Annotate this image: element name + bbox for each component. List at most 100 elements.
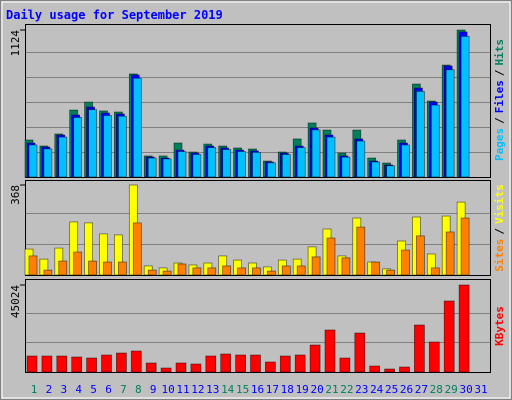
bar <box>162 270 172 276</box>
x-tick-label: 7 <box>120 383 127 396</box>
bar <box>428 341 440 373</box>
x-tick-label: 2 <box>46 383 53 396</box>
bar <box>58 136 68 178</box>
x-tick-label: 6 <box>105 383 112 396</box>
legend-separator: / <box>493 228 506 235</box>
bar <box>326 237 336 276</box>
bar <box>371 161 381 178</box>
bar <box>279 355 291 373</box>
legend-separator: / <box>493 117 506 124</box>
bar <box>43 148 53 178</box>
bar <box>294 354 306 373</box>
x-tick-label: 3 <box>60 383 67 396</box>
bar <box>86 357 97 373</box>
bar <box>205 355 217 373</box>
bar <box>399 366 410 373</box>
bar <box>175 362 187 373</box>
bar <box>460 36 470 178</box>
bar <box>190 363 202 373</box>
legend-entry: Sites <box>493 239 506 272</box>
bar <box>311 129 321 178</box>
legend-entry: Pages <box>493 128 506 161</box>
legend: Sites / Visits <box>493 184 506 272</box>
bar <box>296 147 306 178</box>
bar <box>371 261 381 276</box>
bar <box>207 267 217 276</box>
x-tick-label: 17 <box>266 383 279 396</box>
bar <box>356 140 366 178</box>
bar <box>401 249 410 276</box>
bar <box>237 151 246 178</box>
x-tick-label: 16 <box>251 383 264 396</box>
bar <box>430 104 440 178</box>
x-tick-label: 21 <box>325 383 338 396</box>
bar <box>296 265 306 276</box>
bar <box>267 270 276 276</box>
bar <box>324 329 336 373</box>
bar <box>252 267 261 276</box>
bar <box>177 151 187 178</box>
x-tick-label: 27 <box>415 383 428 396</box>
x-tick-label: 24 <box>370 383 384 396</box>
bar <box>118 261 127 276</box>
bar <box>132 77 142 178</box>
x-tick-label: 25 <box>385 383 398 396</box>
x-tick-label: 4 <box>75 383 82 396</box>
bar <box>88 109 97 178</box>
bar <box>311 256 321 276</box>
bar <box>252 152 261 178</box>
legend: KBytes <box>493 306 506 346</box>
bar <box>309 344 321 373</box>
bar <box>445 69 455 178</box>
bar <box>341 156 351 178</box>
bar <box>386 165 395 178</box>
bar <box>28 144 38 178</box>
bar <box>339 357 351 373</box>
legend-entry: Visits <box>493 184 506 224</box>
bar <box>237 267 246 276</box>
x-tick-label: 8 <box>135 383 142 396</box>
bar <box>386 269 395 276</box>
bar <box>369 365 381 373</box>
bar <box>41 355 53 373</box>
x-tick-label: 23 <box>355 383 368 396</box>
bar <box>103 115 112 178</box>
x-tick-label: 1 <box>31 383 38 396</box>
chart-title: Daily usage for September 2019 <box>6 8 223 22</box>
legend: Pages / Files / Hits <box>493 39 506 161</box>
x-tick-label: 9 <box>150 383 157 396</box>
bar <box>88 260 97 276</box>
bar <box>118 115 127 178</box>
legend-entry: KBytes <box>493 306 506 346</box>
bar <box>192 267 202 276</box>
bar <box>384 368 395 373</box>
bar <box>341 257 351 276</box>
x-tick-label: 26 <box>400 383 413 396</box>
bar <box>71 356 83 373</box>
x-tick-label: 10 <box>161 383 174 396</box>
x-tick-label: 28 <box>430 383 443 396</box>
bar <box>28 255 38 276</box>
x-tick-label: 29 <box>445 383 458 396</box>
bar <box>416 235 425 276</box>
bar <box>101 354 112 373</box>
bar <box>58 260 68 276</box>
bar <box>177 263 187 276</box>
bar <box>326 136 336 178</box>
bar <box>281 154 291 178</box>
bar <box>222 149 232 178</box>
x-tick-label: 5 <box>90 383 97 396</box>
bar <box>416 90 425 178</box>
x-tick-label: 12 <box>191 383 204 396</box>
bar <box>443 300 455 373</box>
bar <box>56 355 68 373</box>
x-tick-label: 13 <box>206 383 219 396</box>
bar <box>73 117 83 178</box>
bar <box>458 284 470 373</box>
bar <box>43 269 53 276</box>
bar <box>26 355 38 373</box>
bar <box>430 267 440 276</box>
x-tick-label: 30 <box>459 383 472 396</box>
